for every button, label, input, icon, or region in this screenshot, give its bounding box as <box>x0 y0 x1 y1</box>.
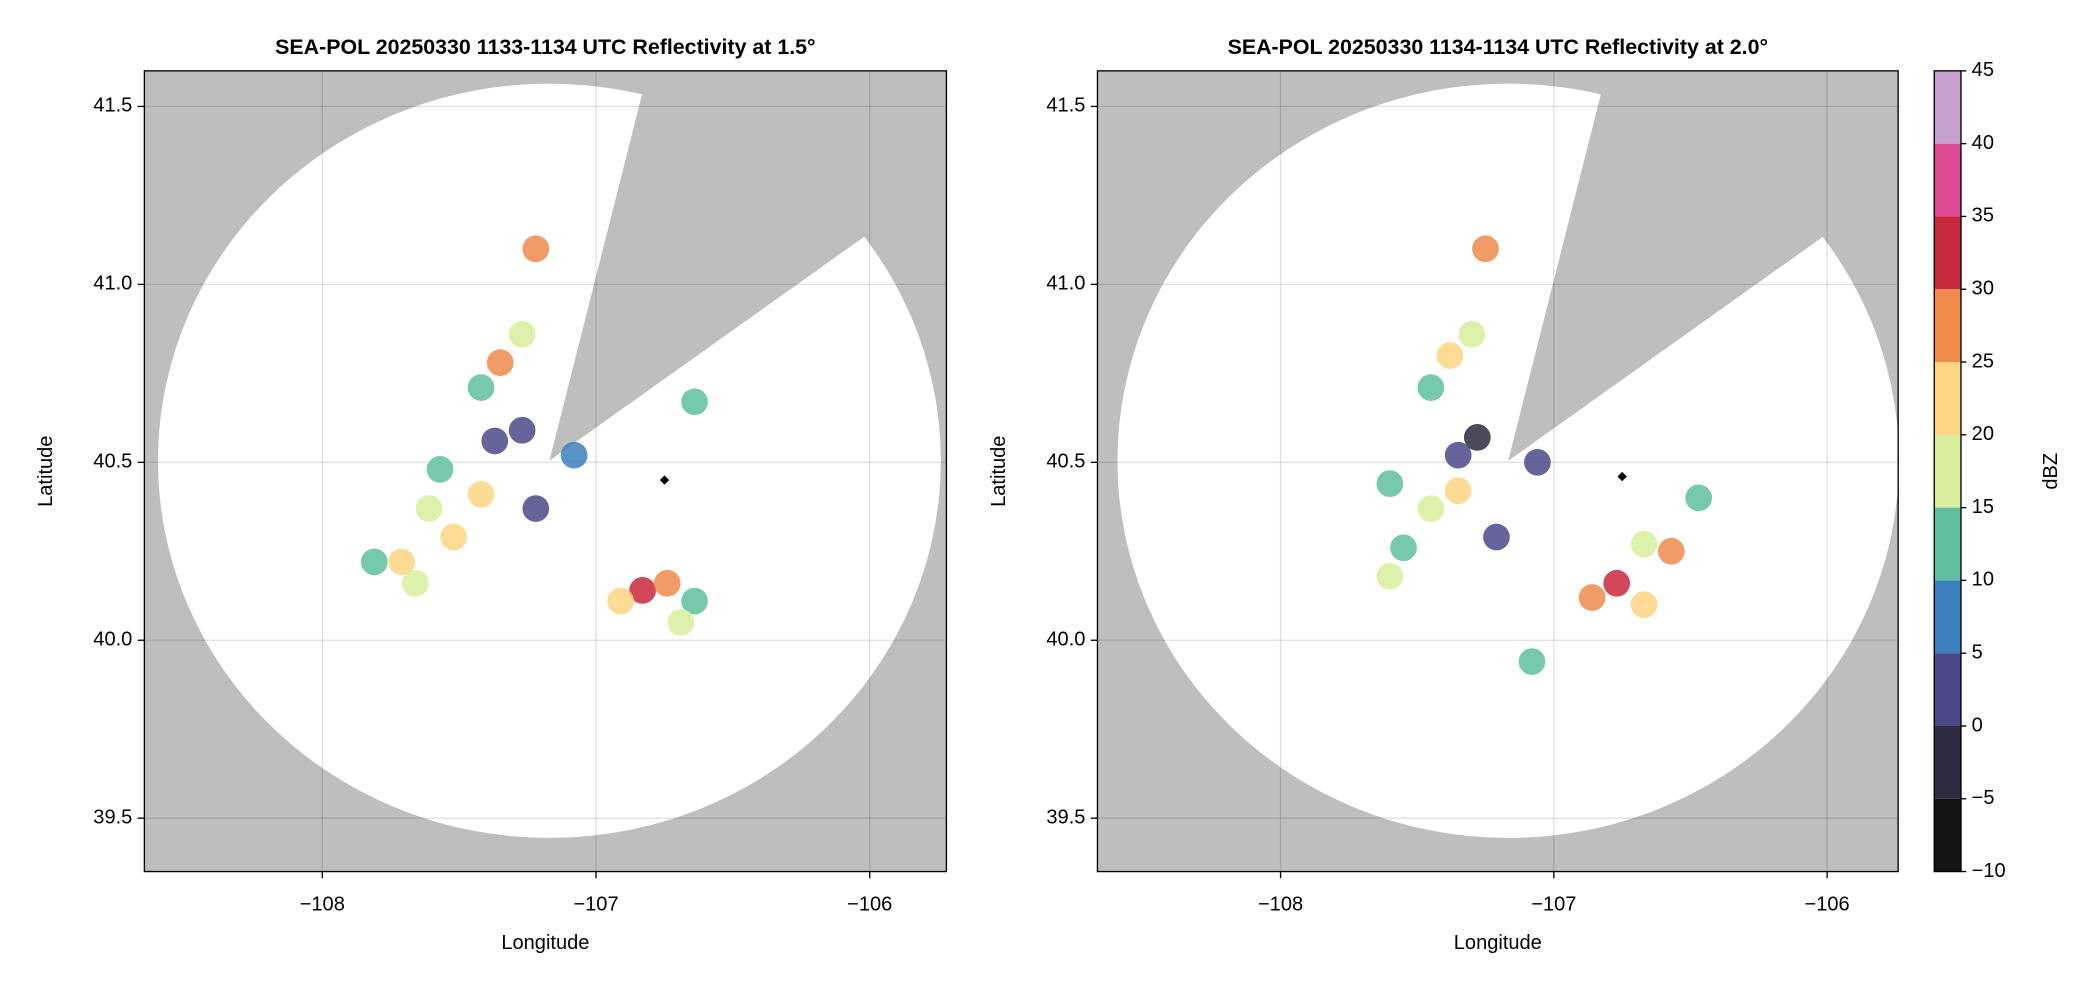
echo-cell <box>681 587 708 615</box>
echo-cell <box>653 569 681 597</box>
chart-title: SEA-POL 20250330 1134-1134 UTC Reflectiv… <box>1228 35 1768 59</box>
echo-cell <box>1458 320 1486 348</box>
site-marker <box>1617 471 1627 482</box>
colorbar-segment <box>1934 653 1961 726</box>
colorbar-tick-label: 30 <box>1972 278 1994 300</box>
echo-cell <box>1578 584 1606 611</box>
echo-cell <box>1376 562 1404 590</box>
echo-cell <box>1444 441 1472 469</box>
y-tick-label: 39.5 <box>1046 806 1085 828</box>
colorbar-tick-label: 40 <box>1972 132 1994 154</box>
colorbar-tick-label: 0 <box>1972 714 1983 736</box>
echo-cell <box>560 441 588 469</box>
colorbar-segment <box>1934 143 1961 217</box>
echo-cell <box>508 320 536 348</box>
echo-cell <box>1390 534 1417 562</box>
x-tick-label: −108 <box>300 893 345 915</box>
y-axis-label: Latitude <box>35 436 57 507</box>
echo-cell <box>426 456 454 483</box>
colorbar-tick-label: 45 <box>1972 59 1994 81</box>
y-tick-label: 41.5 <box>93 95 132 117</box>
echo-cell <box>1376 470 1404 498</box>
colorbar-segment <box>1934 362 1961 435</box>
colorbar-segment <box>1934 507 1961 581</box>
echo-cell <box>1436 342 1464 369</box>
colorbar-tick-label: 15 <box>1972 496 1994 518</box>
echo-cell <box>667 609 695 636</box>
x-axis-label: Longitude <box>1454 932 1542 954</box>
colorbar-segment <box>1934 725 1961 799</box>
x-tick-label: −107 <box>573 893 618 915</box>
echo-cell <box>1518 648 1546 675</box>
plot-area <box>1097 70 1899 872</box>
y-tick-label: 41.0 <box>1046 273 1085 295</box>
echo-cell <box>607 587 635 615</box>
colorbar-tick-label: 10 <box>1972 569 1994 591</box>
colorbar-tick-label: 20 <box>1972 423 1994 445</box>
echo-cell <box>1472 235 1499 263</box>
colorbar-segment <box>1934 216 1961 290</box>
echo-cell <box>522 495 550 522</box>
y-tick-label: 39.5 <box>93 806 132 828</box>
echo-cell <box>1630 530 1658 558</box>
colorbar-tick-label: 35 <box>1972 205 1994 227</box>
echo-cell <box>401 569 429 597</box>
colorbar-segment <box>1934 70 1961 144</box>
chart-title: SEA-POL 20250330 1133-1134 UTC Reflectiv… <box>275 35 815 59</box>
plot-area <box>144 70 947 872</box>
plot-frame <box>143 70 948 873</box>
echo-cell <box>508 416 536 444</box>
echo-cell <box>467 374 495 401</box>
blocked-sector <box>1508 70 1899 461</box>
echo-cell <box>1483 523 1510 551</box>
echo-cell <box>1463 424 1491 451</box>
echo-cell <box>1630 591 1658 619</box>
plot-frame <box>1096 70 1899 873</box>
y-axis-label: Latitude <box>988 436 1010 507</box>
echo-cell <box>388 548 416 576</box>
colorbar-segment <box>1934 798 1961 872</box>
colorbar-tick-label: 5 <box>1972 641 1983 663</box>
echo-cell <box>1603 569 1631 597</box>
colorbar-tick-label: −10 <box>1972 860 2006 882</box>
echo-cell <box>486 349 514 377</box>
echo-cell <box>681 388 708 416</box>
echo-cell <box>1417 374 1445 401</box>
y-tick-label: 40.5 <box>93 451 132 473</box>
colorbar-segment <box>1934 289 1961 363</box>
x-axis-label: Longitude <box>501 932 589 954</box>
y-tick-label: 41.5 <box>1046 95 1085 117</box>
y-tick-label: 41.0 <box>93 273 132 295</box>
echo-cell <box>1444 477 1472 505</box>
colorbar-segment <box>1934 580 1961 654</box>
echo-cell <box>629 577 656 604</box>
colorbar-tick-label: −5 <box>1972 787 1995 809</box>
echo-cell <box>522 235 550 263</box>
colorbar-label: dBZ <box>2040 453 2062 490</box>
y-tick-label: 40.5 <box>1046 451 1085 473</box>
echo-cell <box>467 480 495 508</box>
echo-cell <box>415 495 443 522</box>
echo-cell <box>1657 537 1685 565</box>
colorbar-segment <box>1934 434 1961 508</box>
y-tick-label: 40.0 <box>1046 629 1085 651</box>
echo-cell <box>440 523 468 551</box>
echo-cell <box>1524 448 1551 476</box>
echo-cell <box>481 427 509 455</box>
colorbar-tick-label: 25 <box>1972 350 1994 372</box>
echo-cell <box>360 548 388 576</box>
x-tick-label: −106 <box>1805 893 1850 915</box>
x-tick-label: −106 <box>847 893 892 915</box>
blocked-sector <box>549 70 947 461</box>
x-tick-label: −107 <box>1531 893 1576 915</box>
echo-cell <box>1417 495 1445 522</box>
y-tick-label: 40.0 <box>93 629 132 651</box>
colorbar-frame <box>1933 70 1962 873</box>
echo-cell <box>1685 484 1713 512</box>
x-tick-label: −108 <box>1258 893 1303 915</box>
site-marker <box>659 475 670 485</box>
